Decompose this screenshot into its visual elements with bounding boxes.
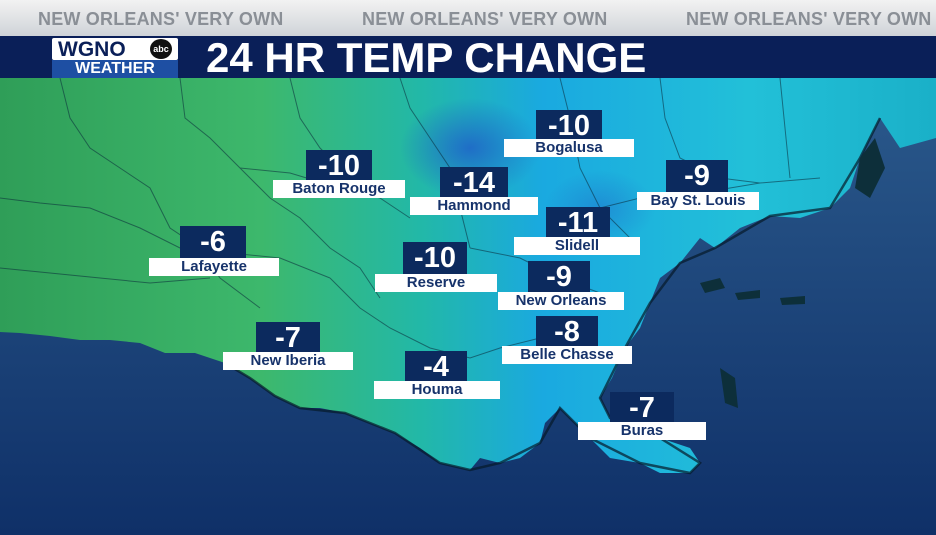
temp-change-value: -10 xyxy=(536,110,602,142)
temp-change-value: -7 xyxy=(256,322,320,354)
station-logo: WGNO abc WEATHER xyxy=(52,38,178,78)
city-name: Lafayette xyxy=(149,258,279,276)
city-name: Reserve xyxy=(375,274,497,292)
logo-callsign: WGNO xyxy=(58,38,126,61)
ticker-text: NEW ORLEANS' VERY OWN xyxy=(38,9,284,29)
coastline xyxy=(224,117,882,475)
temp-change-value: -7 xyxy=(610,392,674,424)
temp-change-value: -4 xyxy=(405,351,467,383)
temp-change-value: -11 xyxy=(546,207,610,239)
temp-change-value: -10 xyxy=(403,242,467,274)
network-badge: abc xyxy=(150,39,172,59)
temp-change-value: -10 xyxy=(306,150,372,182)
city-name: Bogalusa xyxy=(504,139,634,157)
temp-change-value: -6 xyxy=(180,226,246,258)
temp-change-value: -8 xyxy=(536,316,598,348)
city-name: Houma xyxy=(374,381,500,399)
ticker-text: NEW ORLEANS' VERY OWN xyxy=(362,9,608,29)
city-name: Bay St. Louis xyxy=(637,192,759,210)
temperature-map xyxy=(0,78,936,535)
logo-weather: WEATHER xyxy=(52,60,178,78)
page-title: 24 HR TEMP CHANGE xyxy=(206,34,647,81)
barrier-islands xyxy=(700,138,885,408)
temp-change-value: -14 xyxy=(440,167,508,199)
city-name: Buras xyxy=(578,422,706,440)
city-name: Hammond xyxy=(410,197,538,215)
temp-change-value: -9 xyxy=(528,261,590,293)
city-name: Slidell xyxy=(514,237,640,255)
ticker-text: NEW ORLEANS' VERY OWN xyxy=(686,9,932,29)
city-name: Belle Chasse xyxy=(502,346,632,364)
city-name: Baton Rouge xyxy=(273,180,405,198)
city-name: New Iberia xyxy=(223,352,353,370)
temp-change-value: -9 xyxy=(666,160,728,192)
city-name: New Orleans xyxy=(498,292,624,310)
ticker-bar: NEW ORLEANS' VERY OWN NEW ORLEANS' VERY … xyxy=(0,0,936,36)
